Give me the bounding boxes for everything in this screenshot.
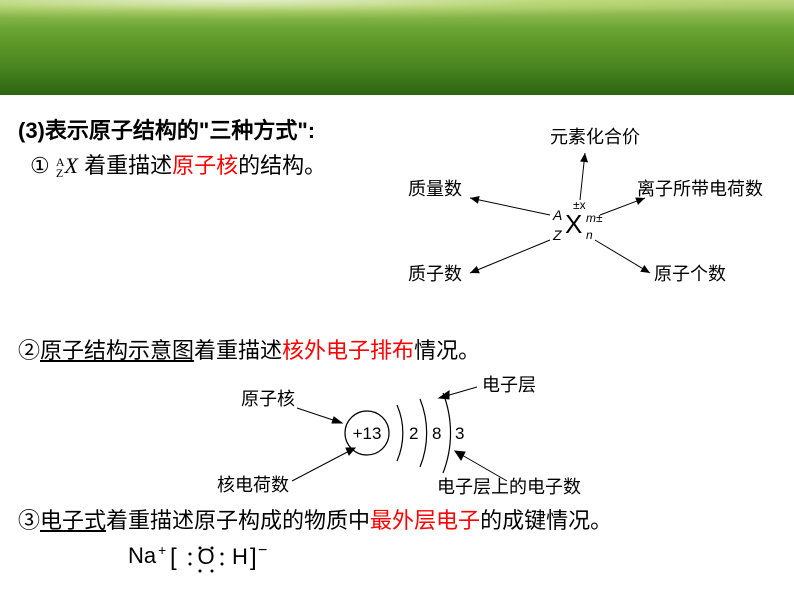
item1-red: 原子核 (172, 153, 238, 178)
item2-t1: 着重描述 (194, 338, 282, 363)
d1-X: X (565, 209, 582, 239)
content-area: (3)表示原子结构的"三种方式": ① AZX 着重描述原子核的结构。 A Z … (0, 95, 794, 588)
svg-text:]: ] (250, 544, 257, 571)
item3-t1: 着重描述原子构成的物质中 (106, 508, 370, 533)
svg-text:元素化合价: 元素化合价 (550, 127, 640, 147)
d1-pm: ±x (573, 198, 586, 212)
title-prefix: (3) (18, 118, 45, 143)
item3-t2: 的成键情况。 (480, 508, 612, 533)
item2-u1: 原子结构示意图 (40, 338, 194, 363)
item2-t2: 情况。 (414, 338, 480, 363)
label-nucleus: 原子核 (241, 389, 295, 409)
item3-formula-line: Na + [ O H ] − (18, 538, 776, 588)
item1-num: ① (30, 153, 50, 178)
header-banner (0, 0, 794, 95)
notation-X: X (65, 153, 78, 178)
svg-text:原子个数: 原子个数 (654, 264, 726, 284)
svg-text:质量数: 质量数 (408, 179, 462, 199)
item1-t1: 着重描述 (78, 153, 172, 178)
item1-line: ① AZX 着重描述原子核的结构。 (18, 148, 326, 183)
svg-text:−: − (258, 542, 267, 559)
shell-2: 8 (432, 424, 441, 443)
item3-line: ③电子式着重描述原子构成的物质中最外层电子的成键情况。 (18, 503, 776, 538)
svg-text:+: + (158, 542, 166, 558)
lewis-formula: Na + [ O H ] − (128, 538, 308, 578)
nucleus-charge: +13 (353, 424, 382, 443)
notation-Z: Z (56, 166, 63, 180)
shell-3: 3 (455, 424, 464, 443)
atom-schematic: +13 2 8 3 原子核 核电荷数 电子层 电子层上的电子数 (137, 373, 657, 498)
item3-u1: 电子式 (40, 508, 106, 533)
label-shell: 电子层 (482, 375, 536, 395)
label-shell-e: 电子层上的电子数 (437, 477, 581, 497)
item2-line: ②原子结构示意图着重描述核外电子排布情况。 (18, 333, 776, 368)
svg-text:离子所带电荷数: 离子所带电荷数 (637, 179, 763, 199)
item3-num: ③ (18, 508, 40, 533)
svg-text:H: H (232, 544, 248, 569)
svg-text:[: [ (170, 544, 177, 571)
d1-A: A (552, 207, 562, 223)
svg-text:质子数: 质子数 (408, 264, 462, 284)
item1-t2: 的结构。 (238, 153, 326, 178)
svg-text:Na: Na (128, 543, 157, 568)
d1-Z: Z (552, 227, 562, 243)
item3-red: 最外层电子 (370, 508, 480, 533)
d1-m: m± (586, 211, 603, 225)
item2-red: 核外电子排布 (282, 338, 414, 363)
label-charge: 核电荷数 (217, 475, 289, 495)
shell-1: 2 (409, 424, 418, 443)
d1-n: n (586, 228, 593, 242)
title-text: 表示原子结构的"三种方式": (45, 118, 315, 143)
item2-num: ② (18, 338, 40, 363)
nuclide-diagram: A Z X ±x m± n 元素化合价质量数 离子所带电荷数质子数 原子个数 (370, 125, 780, 295)
item1-notation: AZX (56, 153, 78, 178)
